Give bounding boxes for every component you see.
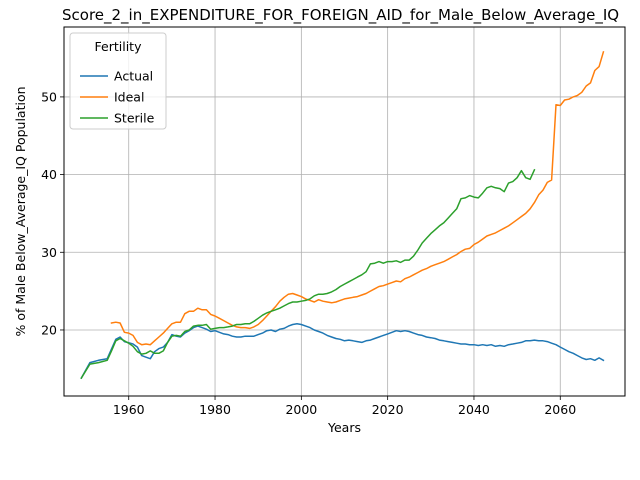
legend-label-ideal: Ideal <box>114 90 144 105</box>
series-lines <box>80 50 605 380</box>
chart-title: Score_2_in_EXPENDITURE_FOR_FOREIGN_AID_f… <box>62 6 619 25</box>
legend-label-actual: Actual <box>114 69 153 84</box>
legend-title: Fertility <box>95 39 143 54</box>
x-axis-label: Years <box>327 420 361 435</box>
legend-box <box>69 32 167 130</box>
y-tick-label: 50 <box>41 89 57 104</box>
y-axis-ticks: 20 30 40 50 <box>41 89 64 337</box>
x-tick-label: 2040 <box>458 402 490 417</box>
x-tick-label: 1980 <box>199 402 231 417</box>
y-tick-label: 30 <box>41 245 57 260</box>
series-line-actual <box>80 323 605 380</box>
series-line-sterile <box>80 168 536 380</box>
x-tick-label: 1960 <box>113 402 145 417</box>
x-tick-label: 2060 <box>544 402 576 417</box>
legend-label-sterile: Sterile <box>114 111 155 126</box>
plot-area-frame <box>63 26 626 397</box>
series-line-ideal <box>110 50 605 346</box>
y-tick-label: 20 <box>41 322 57 337</box>
y-tick-label: 40 <box>41 167 57 182</box>
y-axis-label: % of Male Below_Average_IQ Population <box>13 86 28 336</box>
x-tick-label: 2020 <box>372 402 404 417</box>
x-axis-ticks: 1960 1980 2000 2020 2040 2060 <box>113 396 576 417</box>
x-tick-label: 2000 <box>285 402 317 417</box>
grid-lines <box>64 27 625 396</box>
legend: Fertility Actual Ideal Sterile <box>69 32 167 130</box>
